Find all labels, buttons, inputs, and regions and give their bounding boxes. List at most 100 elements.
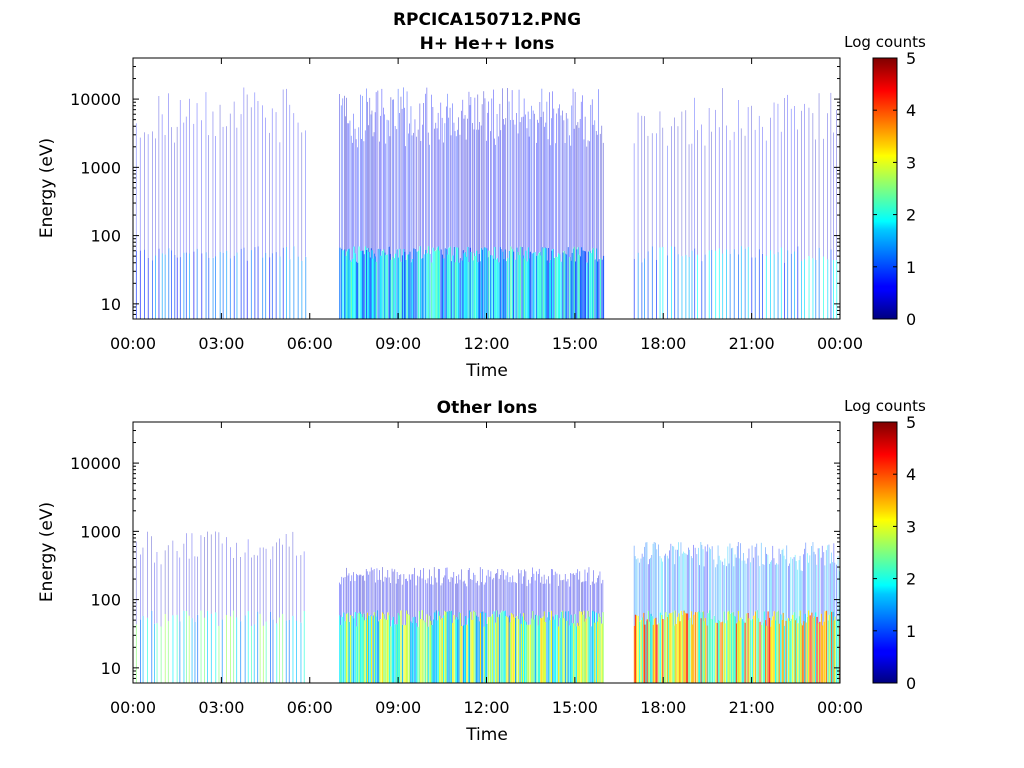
- spectrogram-cell: [814, 554, 816, 613]
- spectrogram-cell: [778, 623, 780, 683]
- spectrogram-cell: [685, 553, 687, 614]
- panel-title: Other Ions: [437, 398, 538, 418]
- spectrogram-cell: [473, 610, 475, 683]
- spectrogram-cell: [161, 253, 163, 319]
- spectrogram-cell: [488, 250, 490, 319]
- spectrogram-cell: [240, 557, 241, 622]
- spectrogram-cell: [405, 625, 407, 683]
- spectrogram-cell: [358, 127, 360, 247]
- spectrogram-cell: [427, 132, 429, 247]
- spectrogram-cell: [532, 110, 534, 253]
- spectrogram-cell: [553, 575, 555, 620]
- y-axis-label: Energy (eV): [37, 138, 57, 238]
- spectrogram-cell: [677, 126, 679, 255]
- spectrogram-cell: [368, 125, 369, 252]
- spectrogram-cell: [468, 568, 470, 611]
- spectrogram-cell: [564, 253, 566, 319]
- spectrogram-cell: [673, 546, 675, 626]
- spectrogram-cell: [390, 97, 392, 260]
- spectrogram-cell: [427, 578, 429, 627]
- spectrogram-cell: [489, 616, 491, 683]
- spectrogram-cell: [467, 570, 469, 619]
- spectrogram-cell: [423, 103, 424, 255]
- spectrogram-cell: [528, 136, 530, 259]
- spectrogram-cell: [391, 620, 393, 683]
- spectrogram-cell: [197, 556, 198, 615]
- spectrogram-cell: [481, 249, 483, 319]
- spectrogram-cell: [240, 621, 242, 683]
- spectrogram-cell: [426, 583, 428, 615]
- spectrogram-cell: [738, 100, 739, 255]
- spectrogram-cell: [570, 614, 572, 683]
- spectrogram-cell: [691, 624, 694, 683]
- spectrogram-cell: [551, 250, 553, 319]
- spectrogram-cell: [560, 115, 562, 262]
- spectrogram-cell: [773, 611, 775, 683]
- spectrogram-cell: [662, 619, 664, 683]
- spectrogram-cell: [524, 569, 525, 621]
- spectrogram-cell: [441, 583, 443, 618]
- spectrogram-cell: [599, 258, 602, 319]
- spectrogram-cell: [659, 247, 661, 319]
- spectrogram-cell: [549, 92, 550, 263]
- spectrogram-cell: [781, 550, 783, 620]
- spectrogram-cell: [391, 568, 393, 621]
- spectrogram-cell: [297, 256, 299, 319]
- spectrogram-cell: [364, 246, 367, 319]
- spectrogram-cell: [548, 576, 549, 612]
- spectrogram-cell: [549, 259, 552, 319]
- spectrogram-cell: [498, 136, 499, 263]
- spectrogram-cell: [540, 117, 542, 256]
- colorbar-ticks: 0 1 2 3 4 5: [873, 413, 916, 693]
- spectrogram-cell: [347, 612, 349, 683]
- spectrogram-cell: [566, 581, 568, 621]
- colorbar: [872, 421, 898, 684]
- spectrogram-cell: [474, 574, 476, 612]
- spectrogram-cell: [406, 578, 407, 611]
- colorbar-tick-label: 5: [906, 413, 916, 432]
- spectrogram-cell: [531, 618, 533, 683]
- spectrogram-cell: [639, 621, 641, 683]
- spectrogram-cell: [210, 613, 212, 683]
- spectrogram-cell: [518, 569, 519, 620]
- spectrogram-cell: [171, 127, 172, 251]
- spectrogram-cell: [664, 555, 665, 620]
- spectrogram-cell: [517, 252, 519, 319]
- spectrogram-cell: [741, 560, 743, 620]
- spectrogram-cell: [571, 252, 573, 319]
- spectrogram-cell: [792, 558, 793, 615]
- spectrogram-cell: [504, 579, 506, 611]
- spectrogram-cell: [546, 579, 548, 618]
- spectrogram-cell: [728, 563, 730, 611]
- spectrogram-cell: [464, 615, 467, 683]
- spectrogram-cell: [529, 119, 531, 252]
- spectrogram-cell: [495, 259, 497, 319]
- spectrogram-cell: [210, 534, 212, 614]
- x-tick-label: 12:00: [463, 334, 509, 353]
- spectrogram-cell: [731, 548, 732, 613]
- spectrogram-cell: [689, 549, 690, 618]
- spectrogram-cell: [438, 568, 439, 612]
- spectrogram-cell: [262, 547, 264, 626]
- spectrogram-cell: [474, 612, 476, 683]
- spectrogram-cell: [516, 616, 518, 683]
- spectrogram-cell: [407, 581, 408, 614]
- spectrogram-cell: [222, 252, 224, 319]
- spectrogram-cell: [250, 250, 252, 319]
- spectrogram-cell: [348, 573, 350, 622]
- spectrogram-cell: [780, 554, 781, 615]
- spectrogram-cell: [147, 258, 149, 319]
- spectrogram-cell: [483, 247, 485, 319]
- spectrogram-cell: [409, 123, 410, 252]
- spectrogram-cell: [478, 621, 480, 683]
- spectrogram-cell: [362, 250, 364, 319]
- spectrogram-cell: [257, 555, 258, 612]
- spectrogram-cell: [633, 625, 635, 683]
- x-tick-label: 03:00: [198, 334, 244, 353]
- spectrogram-cell: [591, 99, 593, 250]
- spectrogram-cell: [507, 88, 508, 259]
- x-tick-label: 09:00: [375, 334, 421, 353]
- spectrogram-cell: [729, 543, 731, 614]
- spectrogram-cell: [790, 557, 792, 619]
- spectrogram-cell: [523, 258, 525, 319]
